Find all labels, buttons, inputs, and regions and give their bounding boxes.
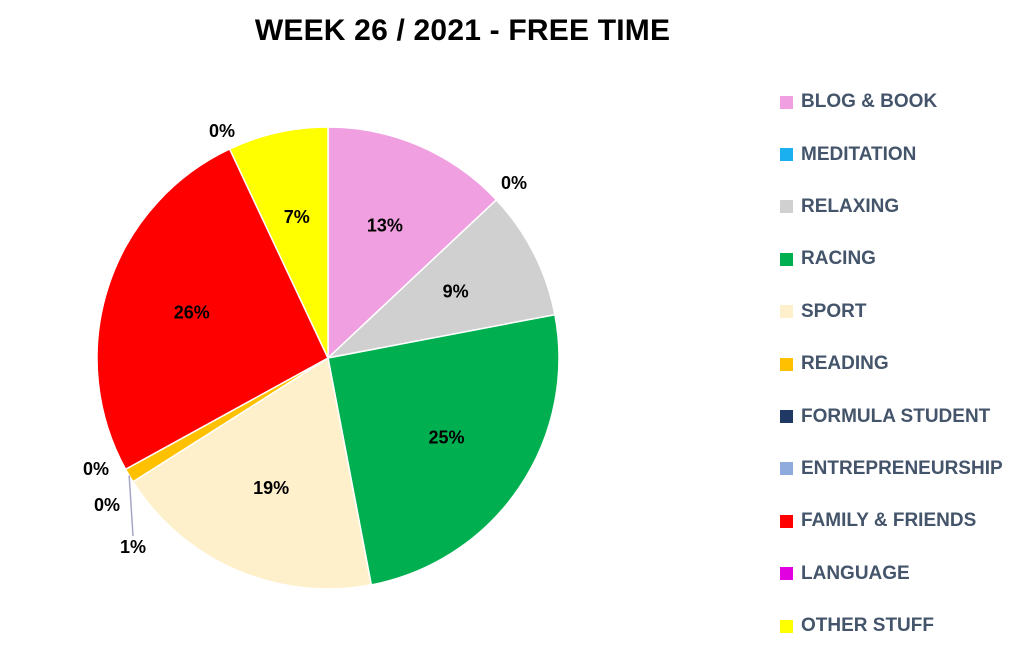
legend-label: MEDITATION bbox=[801, 143, 917, 165]
legend-label: RELAXING bbox=[801, 195, 900, 217]
pie-slice-relaxing bbox=[325, 198, 556, 360]
data-label-entrepreneurship: 0% bbox=[94, 495, 120, 515]
legend-item-racing: RACING bbox=[780, 233, 1003, 285]
legend-label: SPORT bbox=[801, 300, 867, 322]
legend-swatch bbox=[780, 148, 793, 162]
pie-slice-family-friends bbox=[96, 147, 329, 471]
data-label-sport: 19% bbox=[253, 478, 289, 498]
legend-item-relaxing: RELAXING bbox=[780, 181, 1003, 233]
legend-label: RACING bbox=[801, 248, 876, 270]
legend-item-sport: SPORT bbox=[780, 286, 1003, 338]
legend-label: READING bbox=[801, 353, 889, 375]
legend-label: LANGUAGE bbox=[801, 562, 910, 584]
data-label-other-stuff: 7% bbox=[284, 207, 310, 227]
legend-item-entrepreneurship: ENTREPRENEURSHIP bbox=[780, 443, 1003, 495]
pie-slice-blog-book bbox=[327, 126, 498, 360]
data-label-reading: 1% bbox=[120, 537, 146, 557]
chart-legend: BLOG & BOOK MEDITATION RELAXING RACING SPORT… bbox=[780, 76, 1003, 652]
legend-item-blog-book: BLOG & BOOK bbox=[780, 76, 1003, 128]
data-label-language: 0% bbox=[209, 121, 235, 141]
data-label-relaxing: 9% bbox=[443, 282, 469, 302]
legend-swatch bbox=[780, 305, 793, 319]
pie-slice-sport bbox=[131, 356, 373, 590]
legend-item-other-stuff: OTHER STUFF bbox=[780, 600, 1003, 652]
legend-swatch bbox=[780, 410, 793, 424]
pie-slice-other-stuff bbox=[228, 126, 329, 359]
legend-swatch bbox=[780, 95, 793, 109]
data-label-formula-student: 0% bbox=[83, 459, 109, 479]
legend-swatch bbox=[780, 619, 793, 633]
data-label-family-friends: 26% bbox=[174, 302, 210, 322]
leader-line-reading bbox=[128, 475, 134, 537]
pie-slice-racing bbox=[327, 313, 560, 586]
legend-item-formula-student: FORMULA STUDENT bbox=[780, 390, 1003, 442]
legend-swatch bbox=[780, 357, 793, 371]
legend-item-language: LANGUAGE bbox=[780, 548, 1003, 600]
legend-swatch bbox=[780, 514, 793, 528]
legend-label: BLOG & BOOK bbox=[801, 91, 938, 113]
legend-swatch bbox=[780, 567, 793, 581]
legend-label: FAMILY & FRIENDS bbox=[801, 510, 977, 532]
data-label-racing: 25% bbox=[428, 427, 464, 447]
chart-title: WEEK 26 / 2021 - FREE TIME bbox=[254, 14, 671, 47]
legend-item-meditation: MEDITATION bbox=[780, 128, 1003, 180]
legend-label: FORMULA STUDENT bbox=[801, 405, 991, 427]
legend-item-family-friends: FAMILY & FRIENDS bbox=[780, 495, 1003, 547]
data-label-blog-book: 13% bbox=[367, 215, 403, 235]
legend-label: ENTREPRENEURSHIP bbox=[801, 457, 1003, 479]
legend-swatch bbox=[780, 462, 793, 476]
data-label-meditation: 0% bbox=[501, 173, 527, 193]
legend-item-reading: READING bbox=[780, 338, 1003, 390]
legend-swatch bbox=[780, 252, 793, 266]
legend-swatch bbox=[780, 200, 793, 214]
legend-label: OTHER STUFF bbox=[801, 615, 934, 637]
